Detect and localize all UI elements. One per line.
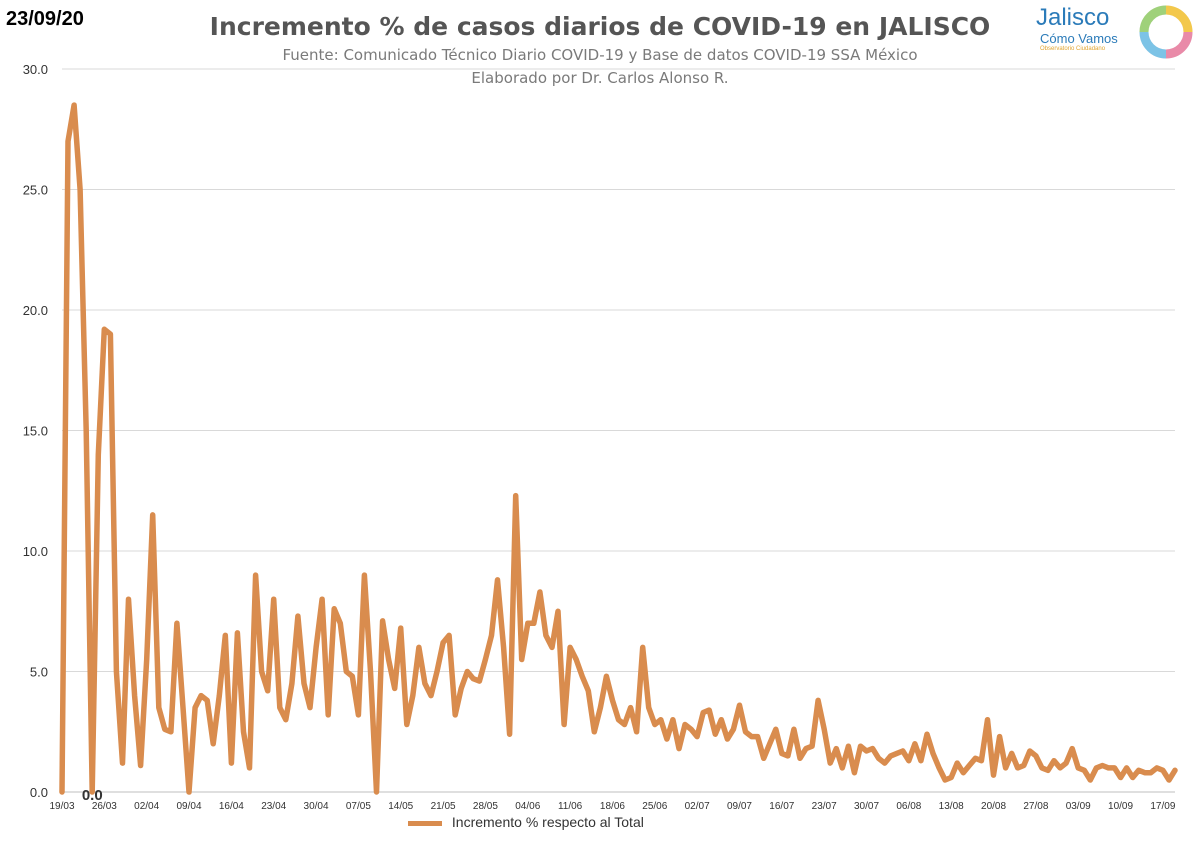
grid-lines	[62, 68, 1175, 672]
x-tick-label: 09/07	[727, 801, 752, 812]
x-tick-label: 07/05	[346, 801, 371, 812]
x-tick-label: 20/08	[981, 801, 1006, 812]
x-axis-ticks: 19/03 26/03 02/04 09/04 16/04 23/04 30/04 07/05…	[49, 801, 1175, 812]
x-tick-label: 13/08	[939, 801, 964, 812]
legend-swatch	[408, 820, 442, 826]
x-tick-label: 25/06	[642, 801, 667, 812]
chart-subtitle-author: Elaborado por Dr. Carlos Alonso R.	[471, 69, 729, 87]
legend-label: Incremento % respecto al Total	[451, 814, 644, 830]
x-tick-label: 17/09	[1150, 801, 1175, 812]
x-tick-label: 26/03	[92, 801, 117, 812]
x-tick-label: 03/09	[1066, 801, 1091, 812]
x-tick-label: 30/04	[304, 801, 329, 812]
series-line-incremento	[59, 102, 1178, 795]
x-tick-label: 27/08	[1023, 801, 1048, 812]
logo-subtitle: Cómo Vamos	[1040, 31, 1118, 46]
logo-ring-icon	[1139, 5, 1193, 59]
x-tick-label: 11/06	[558, 801, 583, 812]
x-tick-label: 16/07	[769, 801, 794, 812]
y-tick-label: 5.0	[30, 665, 48, 680]
x-tick-label: 18/06	[600, 801, 625, 812]
x-tick-label: 30/07	[854, 801, 879, 812]
x-tick-label: 10/09	[1108, 801, 1133, 812]
chart-title: Incremento % de casos diarios de COVID-1…	[209, 12, 991, 41]
x-tick-label: 21/05	[431, 801, 456, 812]
y-tick-label: 15.0	[23, 424, 48, 439]
x-tick-label: 04/06	[515, 801, 540, 812]
y-tick-label: 0.0	[30, 785, 48, 800]
data-label: 0.9	[1185, 0, 1200, 4]
y-tick-label: 25.0	[23, 183, 48, 198]
x-tick-label: 02/04	[134, 801, 159, 812]
x-tick-label: 23/04	[261, 801, 286, 812]
x-tick-label: 09/04	[177, 801, 202, 812]
x-tick-label: 28/05	[473, 801, 498, 812]
date-label: 23/09/20	[6, 8, 84, 30]
x-tick-label: 14/05	[388, 801, 413, 812]
x-tick-label: 19/03	[49, 801, 74, 812]
logo-tagline: Observatorio Ciudadano	[1040, 46, 1106, 52]
y-tick-label: 10.0	[23, 544, 48, 559]
y-tick-label: 20.0	[23, 303, 48, 318]
legend: Incremento % respecto al Total	[408, 814, 644, 830]
y-axis-ticks: 0.0 5.0 10.0 15.0 20.0 25.0 30.0	[23, 62, 48, 800]
jalisco-como-vamos-logo: Jalisco Cómo Vamos Observatorio Ciudadan…	[1036, 2, 1196, 60]
series-line-group	[59, 102, 1178, 795]
data-label: 0.0	[82, 787, 103, 804]
x-tick-label: 02/07	[685, 801, 710, 812]
y-tick-label: 30.0	[23, 62, 48, 77]
data-labels: 0.0 0.9	[82, 0, 1200, 804]
logo-name: Jalisco	[1036, 4, 1110, 31]
x-tick-label: 16/04	[219, 801, 244, 812]
chart-subtitle-source: Fuente: Comunicado Técnico Diario COVID-…	[282, 46, 918, 64]
x-tick-label: 23/07	[812, 801, 837, 812]
x-tick-label: 06/08	[896, 801, 921, 812]
